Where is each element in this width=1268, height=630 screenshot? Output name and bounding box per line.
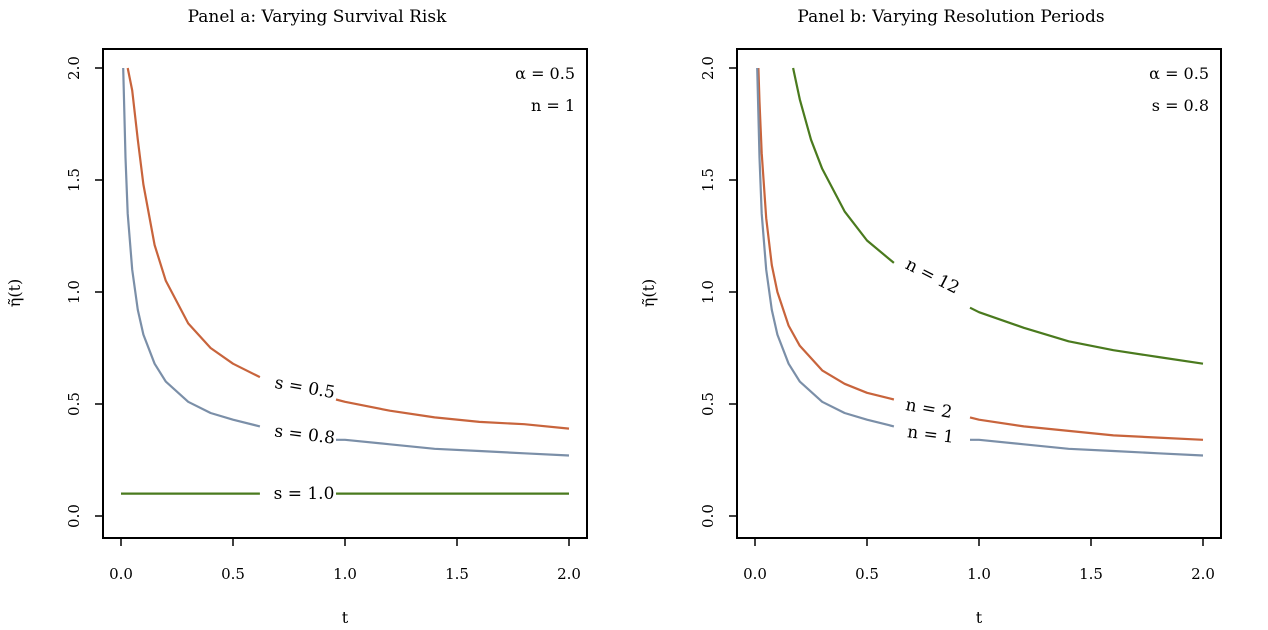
series-line-1-segment-0	[757, 67, 895, 401]
panel-a: Panel a: Varying Survival Risk s = 0.5 s =…	[5, 7, 588, 627]
series-label-1: s = 0.8	[273, 421, 336, 448]
y-tick-label: 1.5	[65, 168, 83, 192]
series-line-0-segment-1	[335, 398, 570, 430]
series-label-2: n = 1	[906, 422, 955, 448]
series-label-2: s = 1.0	[274, 484, 335, 504]
y-axis-label: η̃(t)	[639, 279, 658, 308]
parameter-annotation: s = 0.8	[1152, 96, 1209, 115]
panel-b: Panel b: Varying Resolution Periods n = 1…	[634, 0, 1268, 630]
series-label-0: n = 12	[902, 255, 962, 299]
x-tick-label: 0.0	[743, 565, 767, 583]
series-line-1-segment-1	[336, 438, 570, 457]
y-tick-label: 0.5	[65, 392, 83, 416]
x-tick-label: 0.5	[855, 565, 879, 583]
y-tick-label: 1.5	[699, 168, 717, 192]
x-tick-label: 1.0	[967, 565, 991, 583]
x-tick-label: 0.5	[221, 565, 245, 583]
y-tick-label: 1.0	[65, 280, 83, 304]
series-line-1-segment-1	[969, 416, 1204, 441]
x-tick-label: 2.0	[557, 565, 581, 583]
x-tick-label: 1.0	[333, 565, 357, 583]
y-tick-label: 0.0	[65, 504, 83, 528]
series-line-2-segment-1	[970, 438, 1204, 457]
series-label-1: n = 2	[904, 395, 954, 423]
series-line-0-segment-0	[126, 67, 261, 379]
y-tick-label: 2.0	[65, 56, 83, 80]
chart-title: Panel a: Varying Survival Risk	[188, 7, 447, 27]
parameter-annotation: α = 0.5	[515, 64, 575, 83]
plot-frame	[736, 48, 1222, 539]
y-tick-label: 0.0	[699, 504, 717, 528]
series-line-2-segment-0	[756, 67, 895, 428]
x-tick-label: 2.0	[1191, 565, 1215, 583]
series-line-1-segment-0	[122, 67, 261, 428]
series-line-0-segment-1	[969, 306, 1204, 365]
parameter-annotation: n = 1	[531, 96, 575, 115]
series-label-0: s = 0.5	[273, 373, 336, 403]
y-tick-label: 1.0	[699, 280, 717, 304]
x-tick-label: 0.0	[109, 565, 133, 583]
x-tick-label: 1.5	[445, 565, 469, 583]
y-tick-label: 2.0	[699, 56, 717, 80]
series-line-0-segment-0	[792, 67, 895, 264]
panel-a-chart: Panel a: Varying Survival Risk s = 0.5 s =…	[5, 7, 588, 627]
x-axis-label: t	[976, 608, 983, 627]
parameter-annotation: α = 0.5	[1149, 64, 1209, 83]
y-axis-label: η̃(t)	[5, 279, 24, 308]
plot-frame	[102, 48, 588, 539]
x-axis-label: t	[342, 608, 349, 627]
chart-title: Panel b: Varying Resolution Periods	[797, 7, 1104, 27]
x-tick-label: 1.5	[1079, 565, 1103, 583]
y-tick-label: 0.5	[699, 392, 717, 416]
panel-b-chart: Panel b: Varying Resolution Periods n = 1…	[639, 7, 1222, 627]
